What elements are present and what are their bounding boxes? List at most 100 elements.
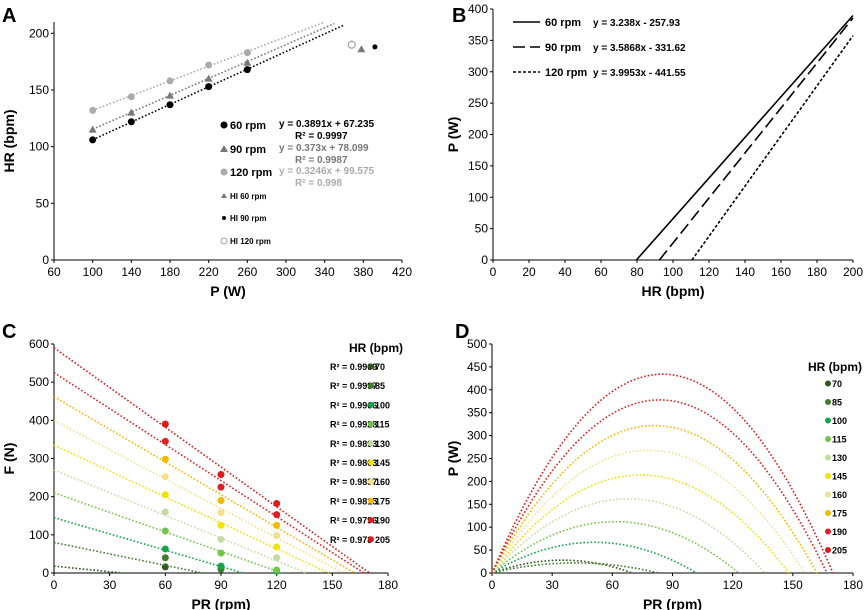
legend-label: 205 (832, 546, 847, 556)
trendline-1 (92, 24, 345, 141)
y-tick-label: 150 (467, 497, 487, 511)
legend-marker (368, 421, 374, 428)
y-tick-label: 150 (29, 83, 49, 97)
legend-marker (368, 517, 374, 524)
legend-marker (368, 497, 374, 504)
x-tick-label: 120 (267, 578, 287, 592)
x-tick-label: 30 (545, 578, 559, 592)
data-point (217, 509, 225, 517)
equation-label: y = 3.9953x - 441.55 (593, 68, 686, 79)
y-tick-label: 300 (467, 429, 487, 443)
equation-label: y = 0.3246x + 99.575 (279, 166, 375, 177)
data-point (161, 437, 169, 445)
x-tick-label: 0 (51, 578, 58, 592)
x-tick-label: 140 (735, 265, 755, 279)
data-point-triangle (243, 58, 252, 66)
power-curve-160 (491, 449, 806, 574)
x-axis-title: PR (rpm) (643, 596, 702, 610)
x-tick-label: 120 (699, 265, 719, 279)
legend-label: 60 rpm (230, 120, 266, 132)
regression-line-190 (53, 371, 365, 574)
x-tick-label: 20 (522, 265, 536, 279)
data-point (89, 136, 97, 144)
legend-marker (368, 363, 374, 370)
r2-label: R² = 0.9997 (295, 131, 348, 142)
r2-label: R² = 0.9966 (330, 400, 377, 410)
y-tick-label: 0 (42, 566, 49, 580)
legend-label: 145 (832, 472, 847, 482)
legend-marker (825, 417, 831, 424)
x-tick-label: 90 (214, 578, 228, 592)
r2-label: R² = 0.9815 (330, 496, 377, 506)
x-tick-label: 90 (666, 578, 680, 592)
x-tick-label: 60 (606, 578, 620, 592)
legend-label: 145 (375, 458, 390, 468)
equation-label: y = 3.238x - 257.93 (593, 18, 680, 29)
data-point (217, 521, 225, 529)
y-tick-label: 350 (468, 33, 488, 47)
data-point (161, 508, 169, 516)
legend-hl-label: Hl 60 rpm (230, 192, 266, 201)
line-series-1 (635, 14, 854, 261)
panel-letter-b: B (452, 5, 466, 27)
legend-hl-marker-dot (222, 216, 226, 220)
x-axis-title: PR (rpm) (191, 596, 250, 610)
data-point-triangle (204, 74, 213, 82)
legend-marker (368, 459, 374, 466)
legend-label: 205 (375, 535, 390, 545)
r2-label: R² = 0.978 (330, 535, 372, 545)
y-tick-label: 50 (36, 196, 50, 210)
y-tick-label: 50 (474, 543, 488, 557)
legend-marker (368, 478, 374, 485)
hl-point-triangle (357, 45, 366, 53)
data-point (217, 549, 225, 557)
y-tick-label: 200 (468, 128, 488, 142)
legend-marker-triangle (220, 145, 228, 152)
x-tick-label: 100 (83, 265, 103, 279)
y-tick-label: 400 (29, 413, 49, 427)
legend-marker (368, 440, 374, 447)
y-axis-title: P (W) (445, 441, 461, 477)
legend-label: 190 (832, 527, 847, 537)
chart-c: 0 30 60 90 120 150 180 0 100 200 300 400 500 600 PR (r… (1, 337, 403, 610)
equation-label: y = 0.373x + 78.099 (279, 143, 369, 154)
legend-label: 60 rpm (545, 17, 581, 29)
y-tick-label: 200 (467, 474, 487, 488)
data-point (217, 562, 225, 570)
x-tick-label: 100 (663, 265, 683, 279)
legend-label: 85 (832, 398, 842, 408)
panel-letter-c: C (2, 321, 16, 343)
x-tick-label: 60 (159, 578, 173, 592)
data-point (273, 543, 281, 551)
x-tick-label: 180 (843, 578, 863, 592)
line-series-3 (691, 35, 854, 261)
data-point (273, 521, 281, 529)
data-point (273, 500, 281, 508)
y-tick-label: 450 (467, 360, 487, 374)
r2-label: R² = 0.9928 (330, 420, 377, 430)
x-tick-label: 0 (489, 578, 496, 592)
legend-label: 175 (375, 496, 390, 506)
data-point-triangle (127, 108, 136, 116)
equation-label: y = 0.3891x + 67.235 (279, 119, 375, 130)
panel-letter-d: D (455, 321, 469, 343)
panel-letter-a: A (2, 5, 16, 27)
x-tick-label: 150 (783, 578, 803, 592)
y-tick-label: 100 (468, 190, 488, 204)
data-point (161, 563, 169, 571)
legend-label: 90 rpm (230, 144, 266, 156)
data-point (166, 101, 174, 109)
x-tick-label: 160 (771, 265, 791, 279)
power-curve-205 (491, 373, 834, 574)
y-tick-label: 0 (42, 253, 49, 267)
legend-title: HR (bpm) (808, 360, 862, 374)
data-point (127, 118, 135, 126)
y-tick-label: 250 (467, 452, 487, 466)
legend-marker (825, 491, 831, 498)
equation-label: y = 3.5868x - 331.62 (593, 43, 686, 54)
legend-label: 130 (375, 439, 390, 449)
y-tick-label: 200 (29, 26, 49, 40)
power-curve-100 (491, 541, 698, 574)
power-curve-70 (491, 559, 633, 574)
power-curve-190 (491, 399, 828, 574)
